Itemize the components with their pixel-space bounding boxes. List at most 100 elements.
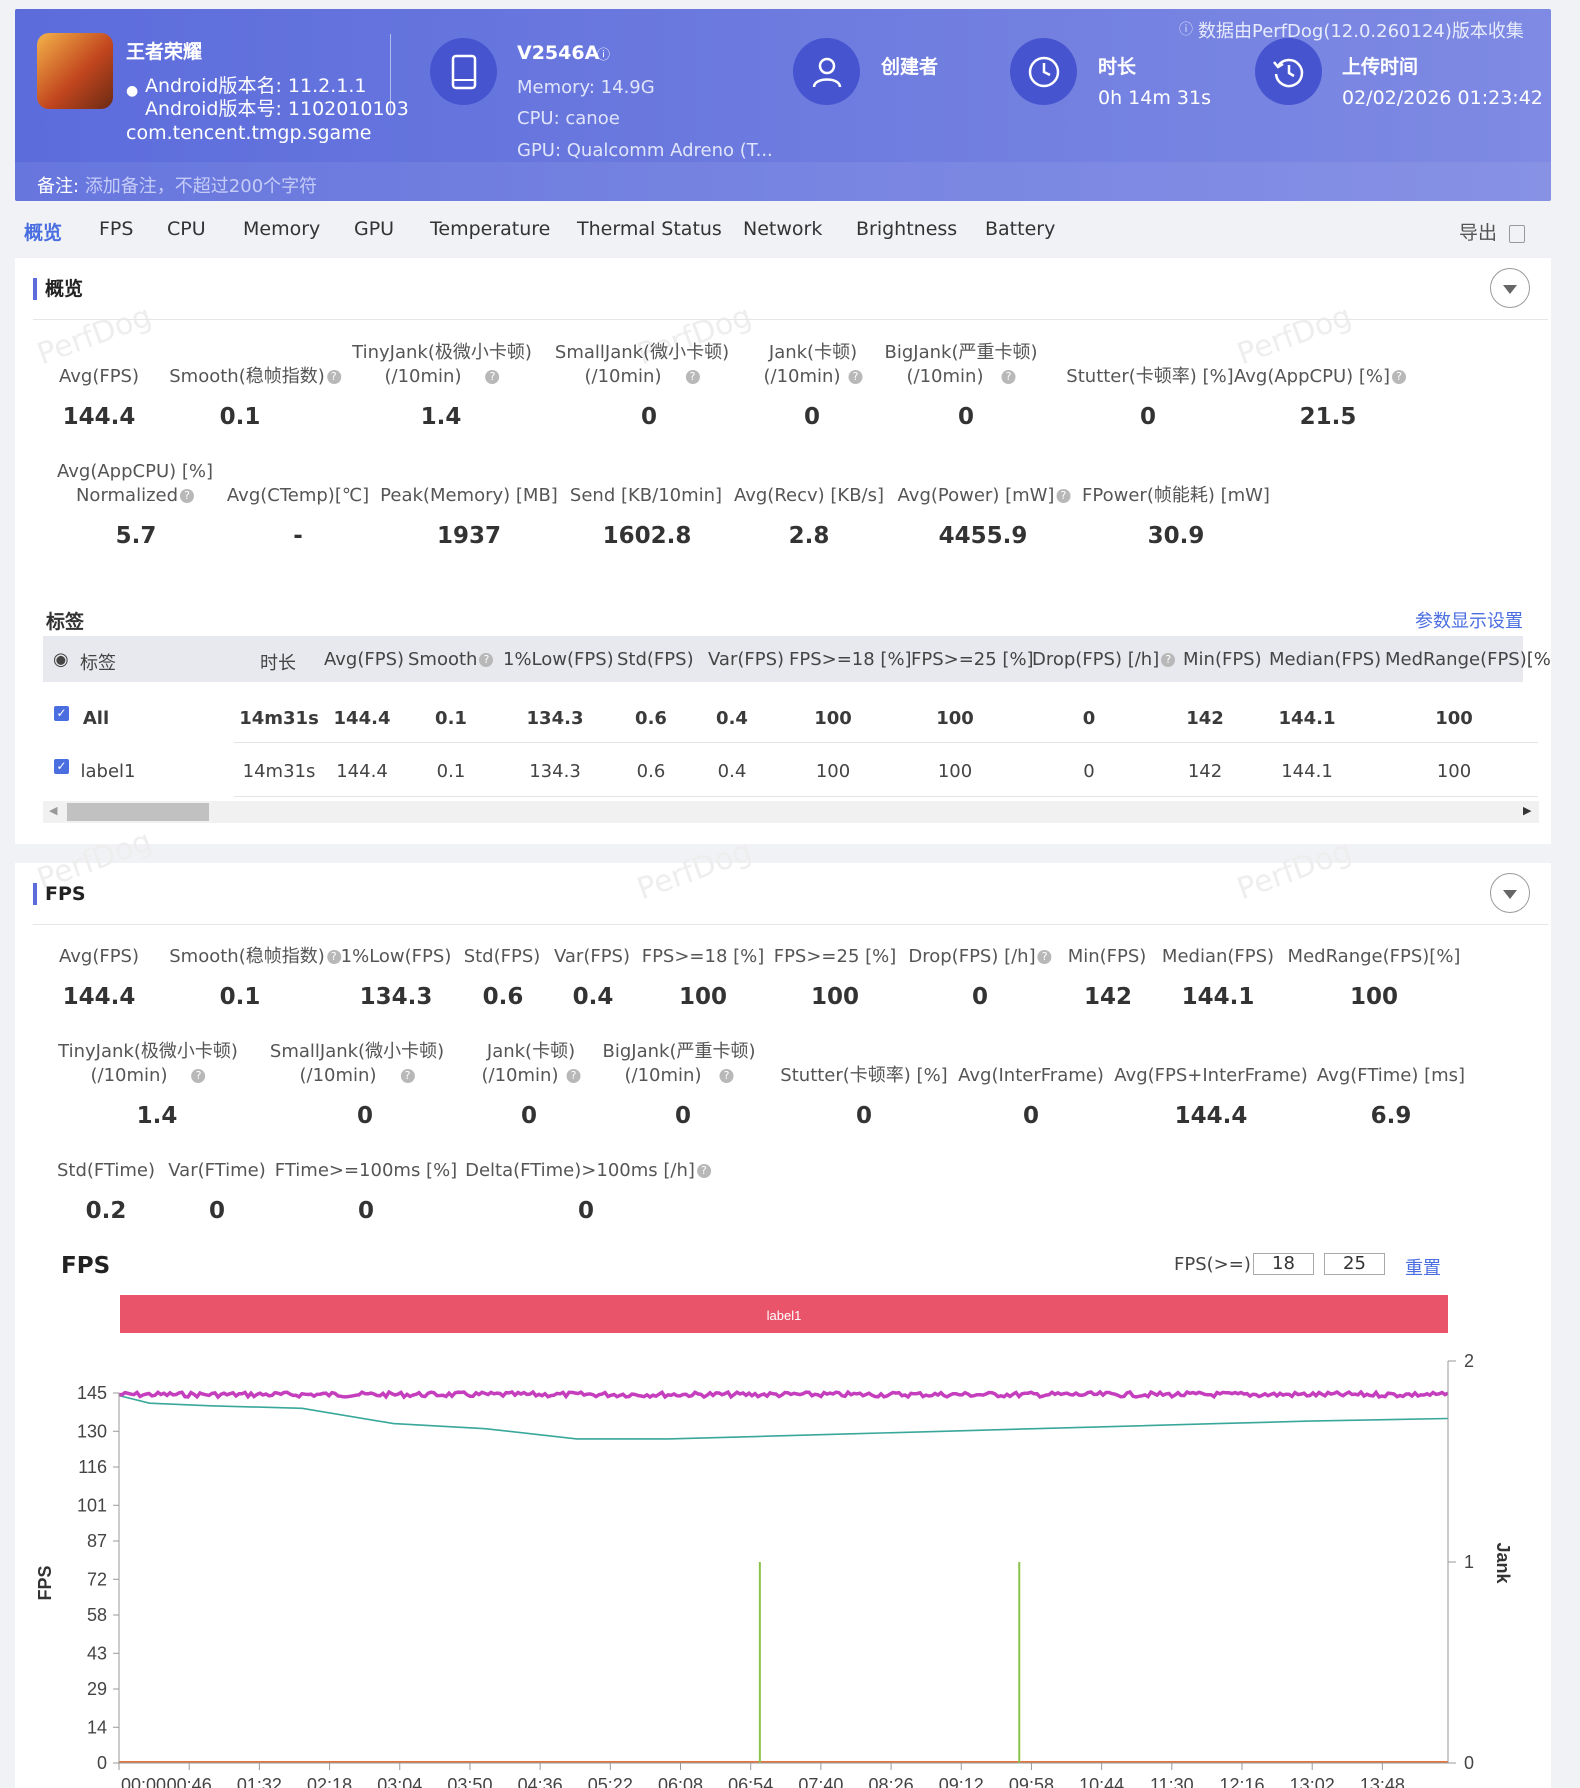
help-icon[interactable]: ? — [180, 489, 195, 503]
table-cell: 0.4 — [717, 761, 747, 782]
help-icon[interactable]: ? — [719, 1069, 734, 1083]
help-icon[interactable]: ? — [191, 1069, 206, 1083]
x-tick-label: 09:58 — [1009, 1775, 1054, 1788]
user-icon — [793, 38, 860, 105]
metric-label: Avg(AppCPU) [%]? — [1234, 365, 1407, 389]
tab-temperature[interactable]: Temperature — [430, 218, 551, 240]
metric-value: 134.3 — [359, 984, 433, 1010]
overview-panel: PerfDog PerfDog PerfDog 概览 Avg(FPS) 144.… — [15, 258, 1551, 844]
metric-value: 1.4 — [136, 1103, 178, 1129]
table-cell: 0.1 — [435, 708, 467, 729]
x-tick-label: 00:46 — [167, 1775, 212, 1788]
tab-network[interactable]: Network — [743, 218, 823, 240]
note-bar[interactable]: 备注: 添加备注，不超过200个字符 — [15, 162, 1551, 201]
fps-threshold-label: FPS(>=) — [1174, 1254, 1251, 1275]
history-icon — [1255, 38, 1322, 105]
tab-brightness[interactable]: Brightness — [856, 218, 958, 240]
help-icon[interactable]: ? — [1001, 370, 1016, 384]
label-band[interactable] — [120, 1295, 1448, 1333]
metric-value: 100 — [678, 984, 728, 1010]
scrollbar-thumb[interactable] — [67, 803, 209, 821]
metric-value: 0 — [855, 1103, 873, 1129]
help-icon[interactable]: ? — [400, 1069, 415, 1083]
x-tick-label: 00:00 — [121, 1775, 166, 1788]
tab-battery[interactable]: Battery — [985, 218, 1056, 240]
metric-value: 6.9 — [1370, 1103, 1412, 1129]
app-name: 王者荣耀 — [126, 41, 203, 63]
column-header: MedRange(FPS)[% — [1385, 649, 1551, 670]
table-cell: 144.1 — [1281, 761, 1333, 782]
horizontal-scrollbar[interactable]: ◀ ▶ — [43, 801, 1539, 823]
column-header: FPS>=25 [%] — [911, 649, 1034, 670]
help-icon[interactable]: ? — [685, 370, 700, 384]
tab-cpu[interactable]: CPU — [167, 218, 206, 240]
watermark: PerfDog — [32, 298, 157, 373]
metric-label: Smooth(稳帧指数)? — [169, 945, 341, 969]
param-settings-link[interactable]: 参数显示设置 — [1415, 611, 1523, 632]
tab-overview[interactable]: 概览 — [24, 222, 63, 244]
help-icon[interactable]: ? — [485, 370, 500, 384]
metric-value: 2.8 — [788, 523, 830, 549]
reset-button[interactable]: 重置 — [1405, 1258, 1441, 1279]
tab-gpu[interactable]: GPU — [354, 218, 395, 240]
column-header: Avg(FPS) — [324, 649, 405, 670]
help-icon[interactable]: ? — [1392, 370, 1407, 384]
column-header: Var(FPS) — [708, 649, 785, 670]
metric-label: Delta(FTime)>100ms [/h]? — [465, 1159, 711, 1183]
table-cell: 100 — [1435, 708, 1473, 729]
metric-value: 1602.8 — [602, 523, 692, 549]
tab-thermal-status[interactable]: Thermal Status — [577, 218, 722, 240]
chart-title: FPS — [61, 1253, 111, 1279]
help-icon[interactable]: ? — [848, 370, 863, 384]
overview-collapse-button[interactable] — [1490, 268, 1530, 308]
y-tick-label: 116 — [78, 1457, 107, 1477]
row-checkbox[interactable]: ✓ — [54, 759, 69, 774]
fps-collapse-button[interactable] — [1490, 873, 1530, 913]
clock-icon — [1010, 38, 1077, 105]
column-header: Median(FPS) — [1269, 649, 1382, 670]
help-icon[interactable]: ? — [566, 1069, 581, 1083]
help-icon[interactable]: ? — [479, 653, 494, 667]
metric-value: 0 — [1022, 1103, 1040, 1129]
note-input[interactable]: 添加备注，不超过200个字符 — [84, 176, 318, 197]
metric-label: Avg(Recv) [KB/s] — [733, 485, 885, 506]
divider — [234, 742, 1538, 743]
help-icon[interactable]: ? — [326, 370, 341, 384]
metric-label: FPS>=18 [%] — [641, 946, 765, 967]
row-checkbox[interactable]: ✓ — [54, 706, 69, 721]
table-cell: 144.4 — [333, 708, 391, 729]
metric-label: SmallJank(微小卡顿) (/10min)? — [554, 342, 730, 387]
fps-threshold-input-1[interactable]: 18 — [1253, 1253, 1314, 1275]
collected-by: 数据由PerfDog(12.0.260124)版本收集 — [1198, 21, 1524, 42]
export-button[interactable]: 导出 — [1459, 218, 1526, 245]
metric-value: 0 — [971, 984, 989, 1010]
metric-value: 0.2 — [85, 1198, 127, 1224]
metric-label: Avg(FPS+InterFrame) — [1114, 1065, 1308, 1086]
android-version-code: Android版本号: 1102010103 — [145, 98, 409, 120]
table-cell: 100 — [1436, 761, 1472, 782]
tab-fps[interactable]: FPS — [99, 218, 134, 240]
tab-memory[interactable]: Memory — [243, 218, 321, 240]
help-icon[interactable]: ? — [1037, 950, 1052, 964]
column-header: 标签 — [80, 653, 116, 674]
scroll-left-icon[interactable]: ◀ — [49, 804, 58, 817]
help-icon[interactable]: ? — [1056, 489, 1071, 503]
duration-value: 0h 14m 31s — [1098, 87, 1211, 109]
x-tick-label: 13:02 — [1290, 1775, 1335, 1788]
scroll-right-icon[interactable]: ▶ — [1523, 804, 1532, 817]
help-icon[interactable]: ? — [326, 950, 341, 964]
y-tick-label: 145 — [77, 1383, 107, 1403]
help-icon[interactable]: ? — [1161, 653, 1176, 667]
x-tick-label: 10:44 — [1079, 1775, 1124, 1788]
table-cell: 142 — [1186, 708, 1224, 729]
eye-icon[interactable]: ◉ — [53, 649, 69, 670]
help-icon[interactable]: ? — [696, 1164, 711, 1178]
metric-label: Send [KB/10min] — [569, 485, 723, 506]
metric-value: 5.7 — [115, 523, 157, 549]
metric-value: 0 — [577, 1198, 595, 1224]
fps-threshold-input-2[interactable]: 25 — [1324, 1253, 1385, 1275]
y-tick-label: 130 — [77, 1421, 107, 1441]
x-tick-label: 06:54 — [728, 1775, 773, 1788]
device-header: 王者荣耀 ● Android版本名: 11.2.1.1 Android版本号: … — [15, 9, 1551, 201]
metric-label: Std(FPS) — [463, 946, 541, 967]
